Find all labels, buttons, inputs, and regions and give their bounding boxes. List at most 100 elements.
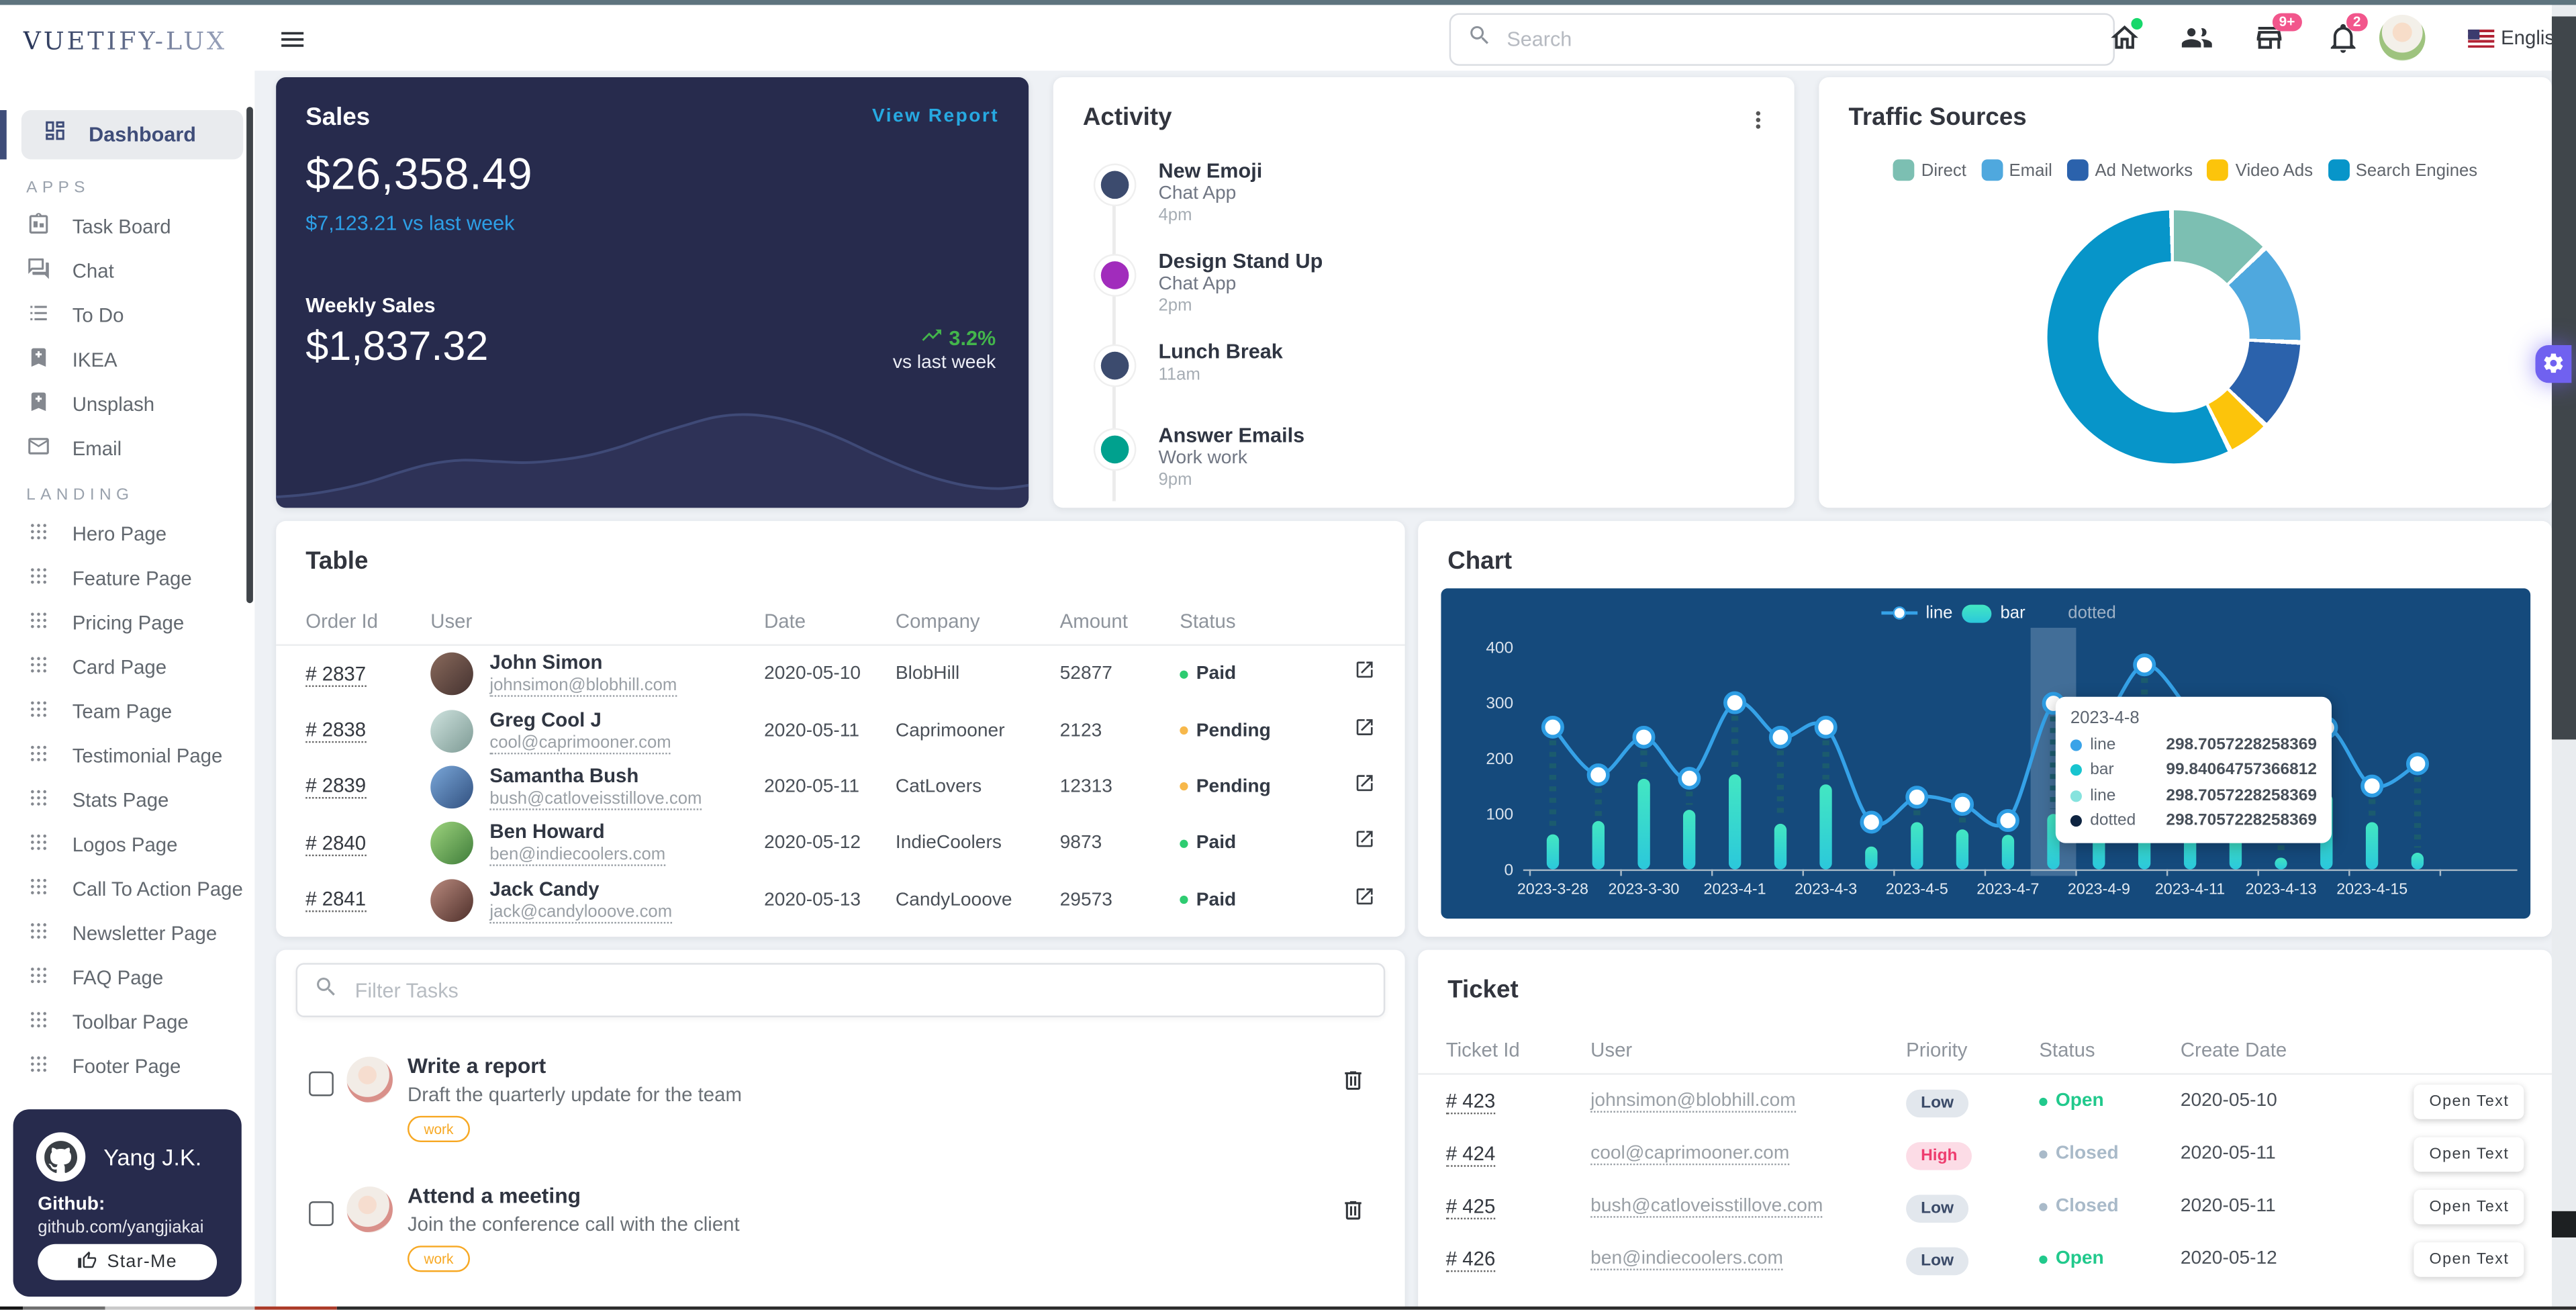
us-flag-icon[interactable] bbox=[2468, 30, 2494, 48]
user-email[interactable]: bush@catloveisstillove.com bbox=[489, 789, 702, 810]
ticket-user-email[interactable]: bush@catloveisstillove.com bbox=[1590, 1196, 1823, 1217]
filter-tasks-input[interactable] bbox=[352, 977, 1368, 1003]
activity-time: 4pm bbox=[1158, 205, 1794, 225]
open-text-button[interactable]: Open Text bbox=[2415, 1084, 2524, 1118]
legend-item-direct[interactable]: Direct bbox=[1893, 159, 1966, 181]
sidebar-item-feature-page[interactable]: Feature Page bbox=[0, 555, 254, 600]
sales-total: $26,358.49 bbox=[305, 150, 532, 201]
sidebar-item-team-page[interactable]: Team Page bbox=[0, 689, 254, 733]
order-status: Pending bbox=[1180, 720, 1311, 740]
legend-item-ad-networks[interactable]: Ad Networks bbox=[2067, 159, 2193, 181]
ticket-id-link[interactable]: # 426 bbox=[1446, 1246, 1496, 1271]
notifications-badge: 2 bbox=[2346, 13, 2367, 32]
activity-title: Design Stand Up bbox=[1158, 246, 1794, 273]
legend-item-video-ads[interactable]: Video Ads bbox=[2207, 159, 2313, 181]
menu-icon[interactable] bbox=[278, 25, 307, 54]
sidebar-item-hero-page[interactable]: Hero Page bbox=[0, 511, 254, 555]
sidebar-scrollbar[interactable] bbox=[246, 107, 253, 603]
search-box[interactable] bbox=[1449, 13, 2115, 66]
avatar bbox=[430, 879, 473, 922]
sidebar-item-call-to-action-page[interactable]: Call To Action Page bbox=[0, 866, 254, 910]
order-status: Paid bbox=[1180, 890, 1311, 910]
sidebar-item-pricing-page[interactable]: Pricing Page bbox=[0, 600, 254, 644]
bookmark-icon bbox=[26, 389, 51, 418]
legend-item-line[interactable]: line bbox=[1881, 603, 1952, 622]
activity-time: 11am bbox=[1158, 365, 1794, 384]
settings-fab[interactable] bbox=[2535, 344, 2571, 382]
sidebar-item-chat[interactable]: Chat bbox=[0, 248, 254, 293]
user-email[interactable]: johnsimon@blobhill.com bbox=[489, 675, 677, 697]
ticket-id-link[interactable]: # 425 bbox=[1446, 1194, 1496, 1219]
view-report-link[interactable]: View Report bbox=[872, 107, 999, 126]
dots-icon bbox=[26, 607, 51, 637]
filter-tasks-field[interactable] bbox=[296, 963, 1386, 1017]
task-checkbox[interactable] bbox=[309, 1201, 334, 1226]
timeline-dot bbox=[1100, 171, 1129, 199]
svg-text:200: 200 bbox=[1486, 750, 1513, 768]
sidebar-item-testimonial-page[interactable]: Testimonial Page bbox=[0, 733, 254, 778]
open-text-button[interactable]: Open Text bbox=[2415, 1242, 2524, 1276]
sidebar-item-stats-page[interactable]: Stats Page bbox=[0, 778, 254, 822]
sidebar-item-toolbar-page[interactable]: Toolbar Page bbox=[0, 999, 254, 1043]
svg-text:2023-4-11: 2023-4-11 bbox=[2155, 880, 2225, 897]
open-in-new-icon[interactable] bbox=[1354, 716, 1376, 745]
open-in-new-icon[interactable] bbox=[1354, 659, 1376, 689]
sidebar-item-footer-page[interactable]: Footer Page bbox=[0, 1043, 254, 1088]
order-status: Paid bbox=[1180, 664, 1311, 684]
task-description: Join the conference call with the client bbox=[408, 1213, 1405, 1235]
legend-item-search-engines[interactable]: Search Engines bbox=[2328, 159, 2477, 181]
open-in-new-icon[interactable] bbox=[1354, 829, 1376, 858]
activity-time: 9pm bbox=[1158, 470, 1794, 489]
star-me-button[interactable]: Star-Me bbox=[38, 1244, 217, 1280]
user-avatar[interactable] bbox=[2379, 15, 2426, 61]
order-id-link[interactable]: # 2839 bbox=[305, 775, 366, 800]
delete-icon[interactable] bbox=[1341, 1198, 1366, 1231]
sidebar-item-unsplash[interactable]: Unsplash bbox=[0, 381, 254, 426]
legend-item-email[interactable]: Email bbox=[1981, 159, 2052, 181]
ticket-user-email[interactable]: johnsimon@blobhill.com bbox=[1590, 1090, 1796, 1112]
sidebar-item-email[interactable]: Email bbox=[0, 426, 254, 470]
search-input[interactable] bbox=[1503, 26, 2097, 52]
user-name: Ben Howard bbox=[489, 821, 665, 845]
sidebar-item-label: To Do bbox=[73, 303, 124, 326]
sidebar-item-to-do[interactable]: To Do bbox=[0, 293, 254, 337]
legend-swatch bbox=[1893, 159, 1915, 181]
ticket-id-link[interactable]: # 423 bbox=[1446, 1088, 1496, 1113]
users-icon[interactable] bbox=[2181, 21, 2213, 54]
open-text-button[interactable]: Open Text bbox=[2415, 1189, 2524, 1223]
ticket-user-email[interactable]: ben@indiecoolers.com bbox=[1590, 1248, 1783, 1270]
task-checkbox[interactable] bbox=[309, 1072, 334, 1096]
ticket-date: 2020-05-11 bbox=[2181, 1143, 2387, 1163]
sidebar-item-card-page[interactable]: Card Page bbox=[0, 644, 254, 688]
open-in-new-icon[interactable] bbox=[1354, 886, 1376, 915]
order-id-link[interactable]: # 2840 bbox=[305, 831, 366, 856]
legend-item-bar[interactable]: bar bbox=[1962, 603, 2025, 622]
sidebar-item-logos-page[interactable]: Logos Page bbox=[0, 822, 254, 866]
dots-icon bbox=[26, 741, 51, 770]
order-id-link[interactable]: # 2841 bbox=[305, 888, 366, 913]
column-header: User bbox=[430, 610, 764, 633]
open-in-new-icon[interactable] bbox=[1354, 772, 1376, 802]
user-email[interactable]: ben@indiecoolers.com bbox=[489, 845, 665, 867]
open-text-button[interactable]: Open Text bbox=[2415, 1136, 2524, 1170]
order-id-link[interactable]: # 2838 bbox=[305, 718, 366, 743]
table-row: # 2839Samantha Bushbush@catloveisstillov… bbox=[276, 759, 1404, 815]
user-email[interactable]: jack@candylooove.com bbox=[489, 902, 672, 923]
sidebar-item-dashboard[interactable]: Dashboard bbox=[0, 110, 243, 159]
ticket-user-email[interactable]: cool@caprimooner.com bbox=[1590, 1143, 1789, 1164]
delete-icon[interactable] bbox=[1341, 1068, 1366, 1101]
sidebar-item-faq-page[interactable]: FAQ Page bbox=[0, 955, 254, 999]
avatar bbox=[430, 823, 473, 865]
order-id-link[interactable]: # 2837 bbox=[305, 662, 366, 687]
sidebar-item-task-board[interactable]: Task Board bbox=[0, 203, 254, 248]
sidebar-item-newsletter-page[interactable]: Newsletter Page bbox=[0, 910, 254, 955]
sidebar-item-label: Email bbox=[73, 436, 122, 459]
ticket-id-link[interactable]: # 424 bbox=[1446, 1141, 1496, 1166]
more-options-icon[interactable] bbox=[1745, 107, 1771, 133]
orders-table-body: # 2837John Simonjohnsimon@blobhill.com20… bbox=[276, 646, 1404, 929]
legend-item-dotted[interactable]: dotted bbox=[2035, 603, 2115, 622]
user-email[interactable]: cool@caprimooner.com bbox=[489, 733, 671, 754]
tooltip-title: 2023-4-8 bbox=[2070, 708, 2317, 728]
page-scrollbar[interactable] bbox=[2552, 5, 2576, 1309]
sidebar-item-ikea[interactable]: IKEA bbox=[0, 337, 254, 381]
